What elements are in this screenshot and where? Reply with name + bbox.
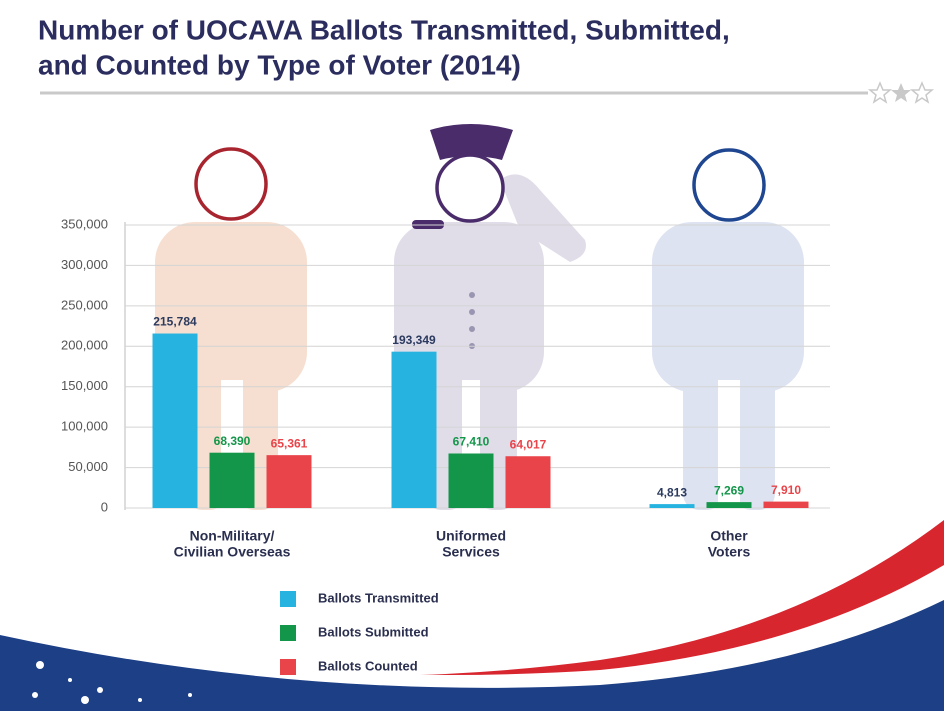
bar [449, 453, 494, 508]
bar [392, 352, 437, 508]
value-label: 7,269 [714, 483, 744, 497]
value-label: 64,017 [510, 437, 547, 451]
value-label: 67,410 [453, 435, 490, 449]
bar [210, 453, 255, 508]
legend-label: Ballots Counted [318, 658, 418, 673]
value-label: 65,361 [271, 436, 308, 450]
chart-title: Number of UOCAVA Ballots Transmitted, Su… [38, 14, 730, 45]
value-label: 193,349 [392, 333, 436, 347]
y-tick-label: 350,000 [61, 216, 108, 231]
y-tick-label: 150,000 [61, 378, 108, 393]
bar [764, 502, 809, 508]
legend-label: Ballots Submitted [318, 624, 429, 639]
y-tick-label: 50,000 [68, 459, 108, 474]
value-label: 68,390 [214, 434, 251, 448]
y-tick-label: 200,000 [61, 338, 108, 353]
x-tick-label: Other [710, 528, 748, 544]
y-tick-label: 0 [101, 499, 108, 514]
bar [506, 456, 551, 508]
legend-swatch [280, 591, 296, 607]
value-label: 7,910 [771, 483, 801, 497]
x-tick-label: Civilian Overseas [174, 544, 291, 560]
value-label: 4,813 [657, 485, 687, 499]
x-tick-label: Services [442, 544, 500, 560]
value-label: 215,784 [153, 315, 197, 329]
bar [267, 455, 312, 508]
bar [707, 502, 752, 508]
bar [153, 334, 198, 508]
legend-swatch [280, 659, 296, 675]
x-tick-label: Non-Military/ [190, 528, 275, 544]
x-tick-label: Voters [708, 544, 751, 560]
legend-label: Ballots Transmitted [318, 590, 439, 605]
y-tick-label: 250,000 [61, 297, 108, 312]
x-tick-label: Uniformed [436, 528, 506, 544]
decoration [0, 83, 944, 711]
page: {"chart_data": {"type": "bar", "title": … [0, 0, 944, 711]
chart: Number of UOCAVA Ballots Transmitted, Su… [0, 0, 944, 711]
legend-swatch [280, 625, 296, 641]
bar [650, 504, 695, 508]
chart-title: and Counted by Type of Voter (2014) [38, 49, 521, 80]
y-tick-label: 100,000 [61, 419, 108, 434]
y-tick-label: 300,000 [61, 257, 108, 272]
